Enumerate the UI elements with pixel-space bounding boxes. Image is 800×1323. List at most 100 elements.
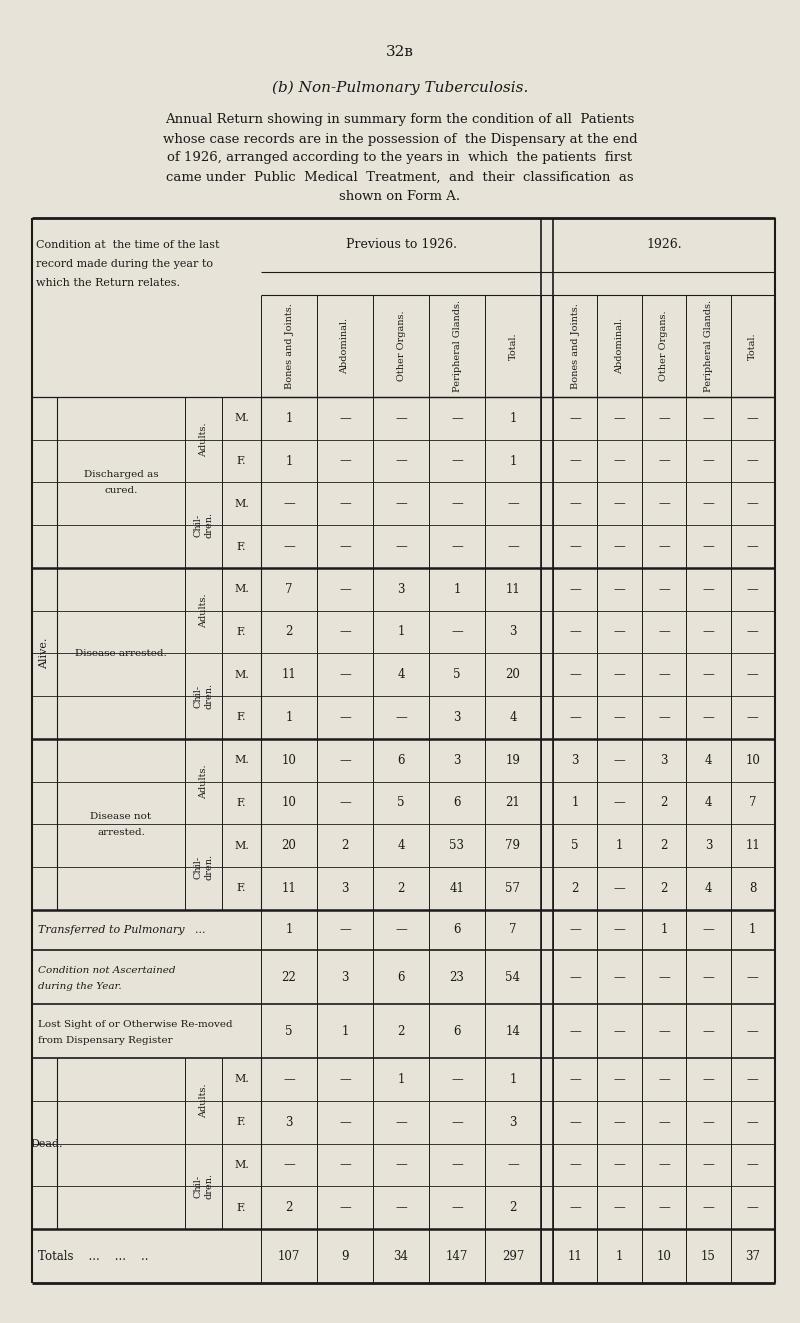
Text: M.: M. [234,1074,249,1085]
Text: M.: M. [234,669,249,680]
Text: 297: 297 [502,1249,524,1262]
Text: —: — [339,411,351,425]
Text: Adults.: Adults. [199,593,208,628]
Text: Peripheral Glands.: Peripheral Glands. [453,300,462,392]
Text: —: — [507,497,519,511]
Text: 1: 1 [571,796,579,810]
Text: —: — [747,710,758,724]
Text: 3: 3 [454,710,461,724]
Text: —: — [702,582,714,595]
Text: —: — [614,1159,626,1171]
Text: —: — [658,668,670,681]
Text: —: — [614,1115,626,1129]
Text: —: — [339,1115,351,1129]
Text: 4: 4 [705,754,712,766]
Text: —: — [658,1159,670,1171]
Text: 2: 2 [660,796,668,810]
Text: —: — [614,626,626,639]
Text: Chil-
dren.: Chil- dren. [194,1174,213,1200]
Text: 54: 54 [506,971,521,984]
Text: 1: 1 [454,582,461,595]
Text: —: — [570,1024,581,1037]
Text: —: — [451,411,463,425]
Text: M.: M. [234,585,249,594]
Text: 2: 2 [286,1201,293,1215]
Text: —: — [283,540,295,553]
Text: —: — [702,411,714,425]
Text: 6: 6 [398,754,405,766]
Text: —: — [451,626,463,639]
Text: 19: 19 [506,754,521,766]
Text: 3: 3 [286,1115,293,1129]
Text: 32ʙ: 32ʙ [386,45,414,60]
Text: Chil-
dren.: Chil- dren. [194,683,213,709]
Text: —: — [702,540,714,553]
Text: Lost Sight of or Otherwise Re­moved: Lost Sight of or Otherwise Re­moved [38,1020,233,1029]
Text: Total.: Total. [509,332,518,360]
Text: —: — [702,455,714,467]
Text: —: — [395,1201,407,1215]
Text: —: — [702,1115,714,1129]
Text: Abdominal.: Abdominal. [341,318,350,374]
Text: Adults.: Adults. [199,422,208,456]
Text: 1: 1 [286,455,293,467]
Text: —: — [339,1159,351,1171]
Text: —: — [658,710,670,724]
Text: 1: 1 [342,1024,349,1037]
Text: Bones and Joints.: Bones and Joints. [285,303,294,389]
Text: 10: 10 [657,1249,671,1262]
Text: 4: 4 [705,796,712,810]
Text: —: — [747,582,758,595]
Text: 3: 3 [510,1115,517,1129]
Text: —: — [614,1024,626,1037]
Text: 3: 3 [571,754,579,766]
Text: 6: 6 [454,796,461,810]
Text: F.: F. [237,884,246,893]
Text: —: — [339,1073,351,1086]
Text: —: — [395,497,407,511]
Text: —: — [339,1201,351,1215]
Text: F.: F. [237,1203,246,1213]
Text: 41: 41 [450,882,465,894]
Text: M.: M. [234,499,249,509]
Text: —: — [570,1115,581,1129]
Text: 20: 20 [282,839,297,852]
Text: —: — [747,668,758,681]
Text: M.: M. [234,1160,249,1170]
Text: Transferred to Pulmonary   ...: Transferred to Pulmonary ... [38,925,206,935]
Text: 2: 2 [510,1201,517,1215]
Text: (b) Non-Pulmonary Tuberculosis.: (b) Non-Pulmonary Tuberculosis. [272,81,528,95]
Text: —: — [702,1073,714,1086]
Text: —: — [570,971,581,984]
Text: Other Organs.: Other Organs. [659,311,669,381]
Text: —: — [747,1073,758,1086]
Text: 11: 11 [506,582,520,595]
Text: —: — [747,455,758,467]
Text: Other Organs.: Other Organs. [397,311,406,381]
Text: 53: 53 [450,839,465,852]
Text: 2: 2 [660,882,668,894]
Text: Dead.: Dead. [30,1139,62,1148]
Text: 4: 4 [510,710,517,724]
Text: 6: 6 [398,971,405,984]
Text: —: — [614,411,626,425]
Text: Discharged as: Discharged as [84,470,158,479]
Text: —: — [570,1201,581,1215]
Text: 11: 11 [568,1249,582,1262]
Text: —: — [570,582,581,595]
Text: —: — [614,710,626,724]
Text: 1: 1 [398,626,405,639]
Text: —: — [570,1159,581,1171]
Text: —: — [614,497,626,511]
Text: 9: 9 [342,1249,349,1262]
Text: —: — [658,411,670,425]
Text: 1: 1 [286,411,293,425]
Text: whose case records are in the possession of  the Dispensary at the end: whose case records are in the possession… [162,132,638,146]
Text: Condition not Ascertained: Condition not Ascertained [38,966,175,975]
Text: M.: M. [234,755,249,765]
Text: —: — [507,1159,519,1171]
Text: —: — [658,582,670,595]
Text: 3: 3 [454,754,461,766]
Text: 6: 6 [454,1024,461,1037]
Text: 5: 5 [454,668,461,681]
